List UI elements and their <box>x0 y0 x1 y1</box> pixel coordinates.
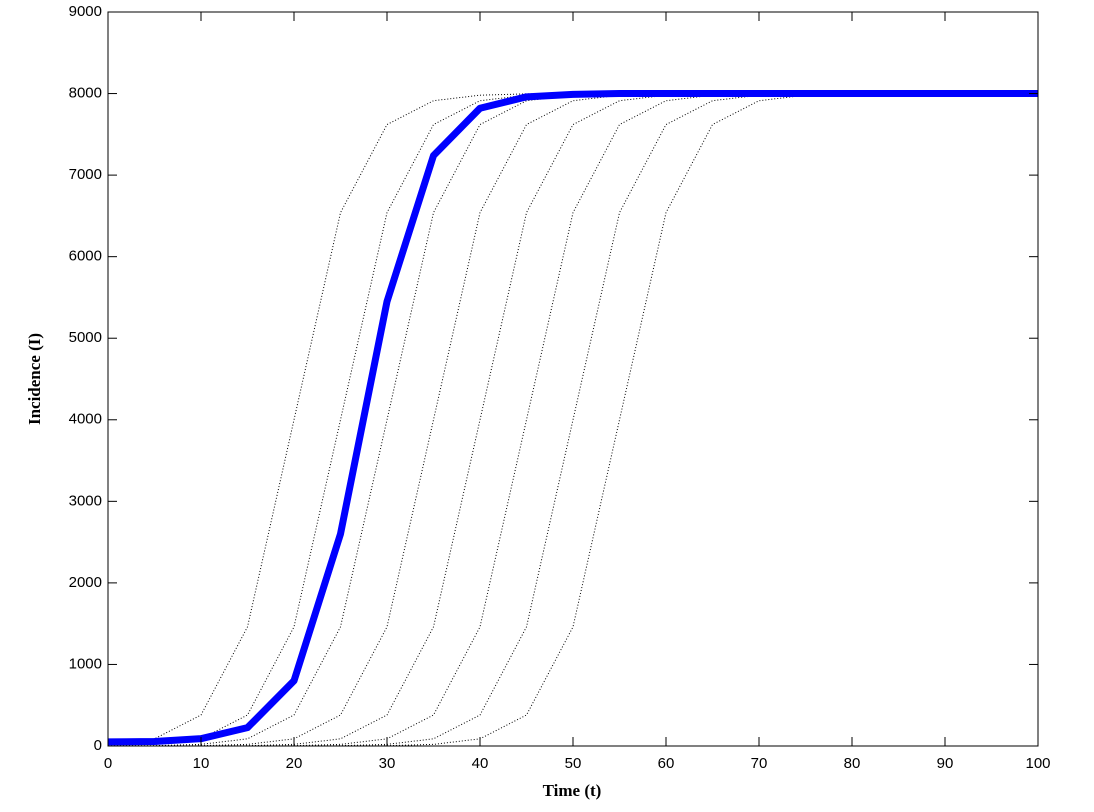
x-tick-label: 50 <box>565 755 582 772</box>
y-tick-label: 4000 <box>69 411 102 428</box>
y-tick-label: 0 <box>94 737 102 754</box>
y-tick-label: 8000 <box>69 85 102 102</box>
x-axis-label: Time (t) <box>543 781 602 800</box>
x-tick-label: 60 <box>658 755 675 772</box>
x-tick-label: 30 <box>379 755 396 772</box>
x-tick-label: 100 <box>1025 755 1050 772</box>
y-axis-label: Incidence (I) <box>25 333 44 425</box>
y-tick-label: 7000 <box>69 166 102 183</box>
x-tick-label: 20 <box>286 755 303 772</box>
series-line <box>107 90 1038 746</box>
x-tick-label: 80 <box>844 755 861 772</box>
y-tick-label: 3000 <box>69 492 102 509</box>
y-tick-label: 9000 <box>69 3 102 20</box>
y-tick-label: 2000 <box>69 574 102 591</box>
y-tick-label: 5000 <box>69 329 102 346</box>
y-tick-label: 1000 <box>69 655 102 672</box>
x-tick-label: 70 <box>751 755 768 772</box>
x-tick-label: 0 <box>104 755 112 772</box>
x-tick-label: 10 <box>193 755 210 772</box>
x-tick-label: 90 <box>937 755 954 772</box>
x-tick-label: 40 <box>472 755 489 772</box>
y-tick-label: 6000 <box>69 248 102 265</box>
